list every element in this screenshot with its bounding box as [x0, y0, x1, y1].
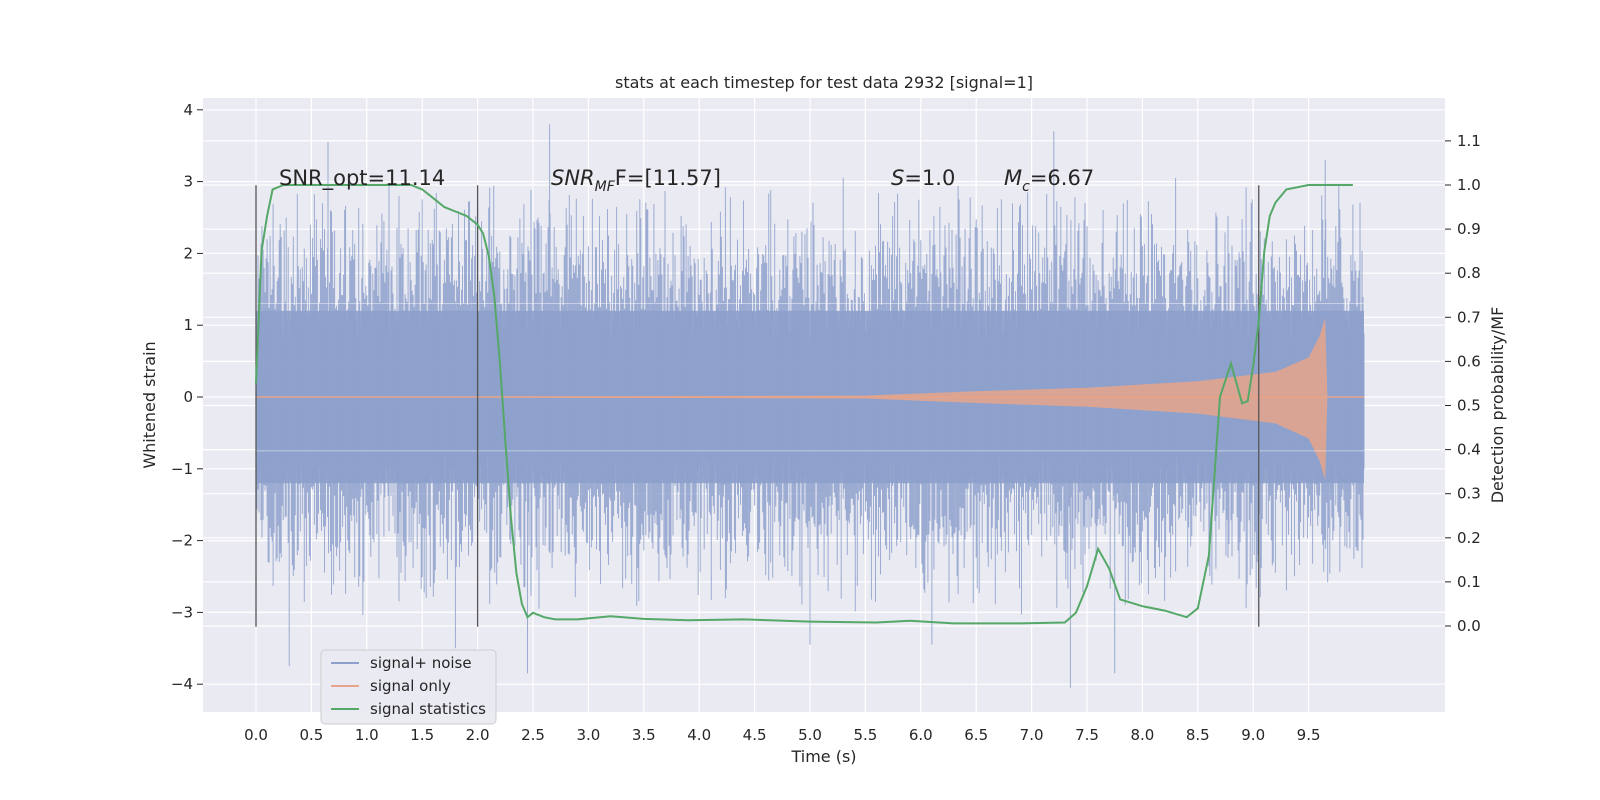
- x-tick-label: 9.5: [1297, 726, 1321, 744]
- y2-tick-label: 0.3: [1457, 485, 1481, 503]
- x-tick-label: 0.5: [299, 726, 323, 744]
- plot-area: [255, 124, 1365, 688]
- left-axis-ticks: 4 3 2 1 0 −1 −2 −3 −4: [171, 101, 203, 693]
- x-tick-label: 7.5: [1075, 726, 1099, 744]
- y-tick-label: 1: [183, 316, 193, 334]
- y2-tick-label: 0.0: [1457, 617, 1481, 635]
- annotation-mc-main: M: [1004, 166, 1022, 190]
- y2-tick-label: 0.9: [1457, 220, 1481, 238]
- x-axis-ticks: 0.0 0.5 1.0 1.5 2.0 2.5 3.0 3.5 4.0 4.5 5.0 5.5 6.0 6…: [244, 726, 1320, 744]
- legend-label-signal-noise: signal+ noise: [370, 654, 472, 672]
- y-tick-label: 0: [183, 388, 193, 406]
- y2-tick-label: 1.0: [1457, 176, 1481, 194]
- legend-label-signal-only: signal only: [370, 677, 451, 695]
- legend-label-signal-statistics: signal statistics: [370, 700, 486, 718]
- y-tick-label: −3: [171, 603, 193, 621]
- annotation-snr-opt: SNR_opt=11.14: [279, 166, 445, 191]
- y2-tick-label: 0.2: [1457, 529, 1481, 547]
- y-tick-label: 3: [183, 173, 193, 191]
- annotation-mc-value: =6.67: [1030, 166, 1094, 190]
- y-tick-label: −4: [171, 675, 193, 693]
- x-tick-label: 1.5: [410, 726, 434, 744]
- x-tick-label: 4.5: [743, 726, 767, 744]
- x-tick-label: 3.5: [632, 726, 656, 744]
- x-tick-label: 0.0: [244, 726, 268, 744]
- annotation-mc: Mc=6.67: [1004, 166, 1094, 195]
- series-signal-only-envelope: [256, 318, 1364, 480]
- y-tick-label: −1: [171, 460, 193, 478]
- x-tick-label: 5.0: [798, 726, 822, 744]
- x-tick-label: 8.0: [1130, 726, 1154, 744]
- y2-tick-label: 0.8: [1457, 264, 1481, 282]
- x-tick-label: 6.5: [964, 726, 988, 744]
- annotation-snr-mf-sub: MF: [595, 179, 616, 195]
- y2-tick-label: 0.6: [1457, 352, 1481, 370]
- annotation-snr-mf: SNRMFF=[11.57]: [551, 166, 721, 195]
- chart-title: stats at each timestep for test data 293…: [615, 73, 1033, 92]
- x-tick-label: 5.5: [853, 726, 877, 744]
- x-tick-label: 7.0: [1020, 726, 1044, 744]
- x-tick-label: 8.5: [1186, 726, 1210, 744]
- annotation-s-main: S: [891, 166, 904, 190]
- y2-tick-label: 1.1: [1457, 132, 1481, 150]
- y-tick-label: −2: [171, 532, 193, 550]
- legend: signal+ noise signal only signal statist…: [320, 649, 497, 725]
- x-tick-label: 9.0: [1241, 726, 1265, 744]
- x-tick-label: 4.0: [687, 726, 711, 744]
- legend-box: [320, 649, 497, 725]
- y-tick-label: 4: [183, 101, 193, 119]
- annotation-mc-sub: c: [1022, 179, 1030, 195]
- x-tick-label: 2.0: [466, 726, 490, 744]
- x-tick-label: 3.0: [576, 726, 600, 744]
- annotation-snr-mf-value: F=[11.57]: [615, 166, 721, 190]
- right-axis-ticks: 1.1 1.0 0.9 0.8 0.7 0.6 0.5 0.4 0.3 0.2 0.1 0.0: [1445, 132, 1481, 635]
- y-axis-label: Whitened strain: [140, 341, 159, 468]
- x-tick-label: 1.0: [355, 726, 379, 744]
- series-signal-statistics: [255, 184, 1353, 625]
- annotation-s-value: =1.0: [904, 166, 955, 190]
- x-tick-label: 6.0: [909, 726, 933, 744]
- y-tick-label: 2: [183, 244, 193, 262]
- y2-tick-label: 0.7: [1457, 308, 1481, 326]
- annotation-s: S=1.0: [891, 166, 955, 190]
- y2-tick-label: 0.5: [1457, 397, 1481, 415]
- x-axis-label: Time (s): [790, 747, 856, 766]
- y2-tick-label: 0.4: [1457, 441, 1481, 459]
- annotation-snr-mf-main: SNR: [551, 166, 595, 190]
- y2-tick-label: 0.1: [1457, 573, 1481, 591]
- x-tick-label: 2.5: [521, 726, 545, 744]
- y2-axis-label: Detection probability/MF: [1488, 307, 1507, 504]
